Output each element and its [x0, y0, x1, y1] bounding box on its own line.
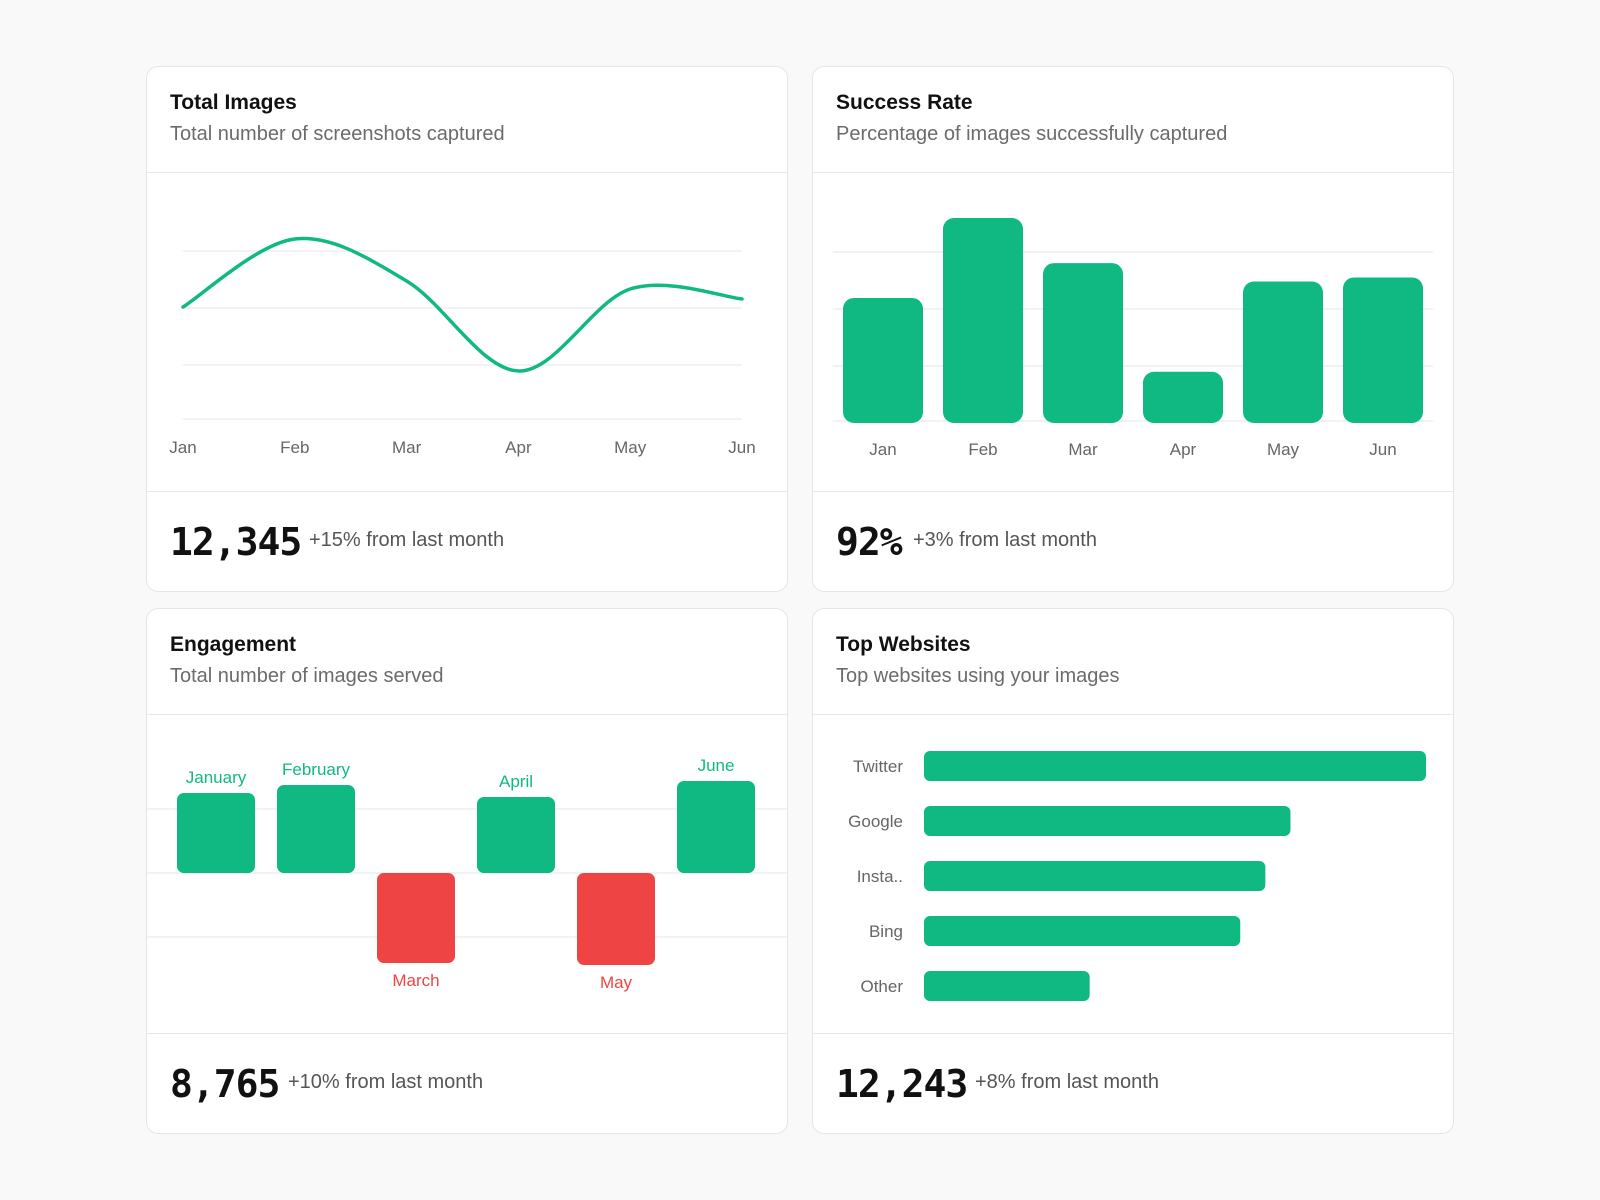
card-header: Total Images Total number of screenshots… — [147, 67, 787, 173]
top-websites-bar-chart: Twitter Google Insta.. Bing Other — [848, 751, 1426, 1001]
y-tick-label: Google — [848, 812, 903, 831]
bar — [843, 297, 923, 423]
x-tick-label: Jun — [1369, 440, 1396, 459]
x-tick-label: Jan — [869, 440, 896, 459]
x-tick-label: Feb — [280, 438, 309, 457]
bar — [577, 873, 655, 965]
stat-delta: +10% from last month — [288, 1071, 484, 1093]
bar — [1143, 371, 1223, 423]
engagement-bar-chart: January February March April May June — [147, 756, 787, 992]
card-title: Engagement — [170, 633, 297, 656]
bar — [924, 861, 1266, 891]
stat-value: 92% — [836, 520, 903, 564]
x-tick-label: May — [614, 438, 647, 457]
chart-area: Twitter Google Insta.. Bing Other — [813, 715, 1453, 1033]
x-tick-label: May — [1267, 440, 1300, 459]
card-subtitle: Top websites using your images — [836, 665, 1120, 687]
card-header: Success Rate Percentage of images succes… — [813, 67, 1453, 173]
bar — [277, 785, 355, 873]
bar-label: March — [392, 971, 439, 990]
bar — [1343, 277, 1423, 423]
x-tick-label: Mar — [392, 438, 422, 457]
card-footer: 92% +3% from last month — [813, 491, 1453, 591]
card-title: Top Websites — [836, 633, 971, 656]
x-tick-label: Mar — [1068, 440, 1098, 459]
bar — [943, 218, 1023, 423]
card-title: Success Rate — [836, 91, 973, 114]
x-tick-label: Jan — [169, 438, 196, 457]
bar — [924, 751, 1426, 781]
bar-label: January — [186, 768, 247, 787]
stat-value: 12,345 — [170, 520, 302, 564]
series-line — [181, 236, 744, 373]
stat-value: 12,243 — [836, 1062, 968, 1106]
stat-delta: +8% from last month — [975, 1071, 1159, 1093]
card-header: Top Websites Top websites using your ima… — [813, 609, 1453, 715]
bar — [1243, 281, 1323, 423]
x-tick-label: Apr — [505, 438, 532, 457]
x-tick-label: Jun — [728, 438, 755, 457]
chart-area: Jan Feb Mar Apr May Jun — [147, 173, 787, 491]
bar — [924, 916, 1241, 946]
stat-delta: +3% from last month — [913, 529, 1097, 551]
bar — [924, 806, 1291, 836]
card-subtitle: Total number of images served — [170, 665, 444, 687]
stat-delta: +15% from last month — [309, 529, 505, 551]
bar — [1043, 263, 1123, 423]
bar-label: February — [282, 760, 351, 779]
bar — [924, 971, 1090, 1001]
bar-label: June — [698, 756, 735, 775]
card-footer: 12,243 +8% from last month — [813, 1033, 1453, 1133]
x-tick-label: Apr — [1170, 440, 1197, 459]
card-subtitle: Percentage of images successfully captur… — [836, 123, 1228, 145]
x-tick-label: Feb — [968, 440, 997, 459]
success-rate-card: Success Rate Percentage of images succes… — [812, 66, 1454, 592]
bar — [477, 797, 555, 873]
bar — [177, 793, 255, 873]
chart-area: January February March April May June — [147, 715, 787, 1033]
y-tick-label: Twitter — [853, 757, 903, 776]
success-rate-bar-chart: Jan Feb Mar Apr May Jun — [833, 218, 1433, 459]
card-footer: 8,765 +10% from last month — [147, 1033, 787, 1133]
y-tick-label: Insta.. — [857, 867, 903, 886]
top-websites-card: Top Websites Top websites using your ima… — [812, 608, 1454, 1134]
y-tick-label: Bing — [869, 922, 903, 941]
card-footer: 12,345 +15% from last month — [147, 491, 787, 591]
bar — [677, 781, 755, 873]
bar-label: April — [499, 772, 533, 791]
bar-label: May — [600, 973, 633, 992]
y-tick-label: Other — [860, 977, 903, 996]
bar — [377, 873, 455, 963]
total-images-card: Total Images Total number of screenshots… — [146, 66, 788, 592]
card-header: Engagement Total number of images served — [147, 609, 787, 715]
card-title: Total Images — [170, 91, 297, 114]
chart-area: Jan Feb Mar Apr May Jun — [813, 173, 1453, 491]
card-subtitle: Total number of screenshots captured — [170, 123, 505, 145]
total-images-line-chart: Jan Feb Mar Apr May Jun — [169, 236, 756, 457]
stat-value: 8,765 — [170, 1062, 280, 1106]
engagement-card: Engagement Total number of images served… — [146, 608, 788, 1134]
